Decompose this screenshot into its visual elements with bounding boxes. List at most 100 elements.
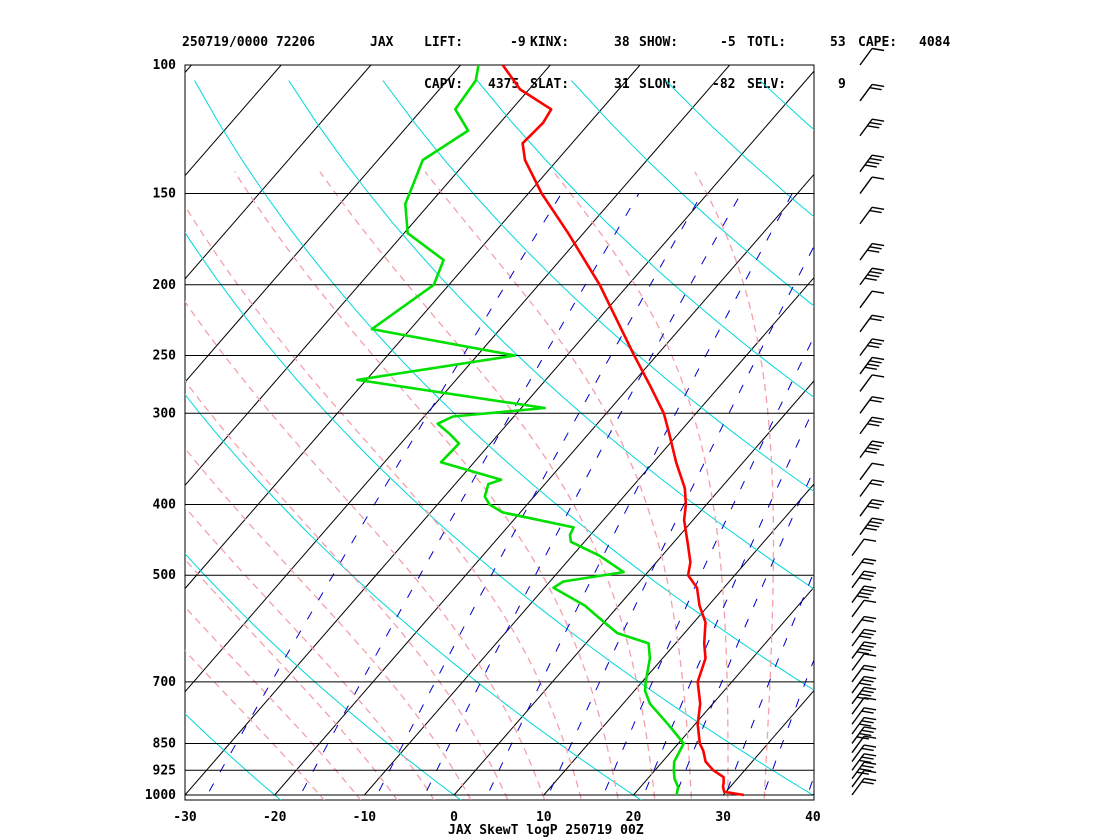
wind-barb-flag [869, 419, 882, 424]
header-field: KINX: [530, 35, 570, 50]
wind-barb-flag [869, 360, 882, 364]
wind-barb-flag [871, 118, 885, 122]
background-lines [185, 65, 814, 800]
wind-barb-flag [871, 267, 885, 271]
wind-barb-flag [863, 735, 877, 739]
temperature-tick-label: 40 [805, 810, 821, 825]
moist-adiabat [185, 379, 509, 800]
wind-barb-flag [861, 781, 874, 785]
wind-barb-flag [864, 450, 877, 454]
wind-barb-flag [863, 761, 877, 765]
wind-barb-flag [861, 668, 874, 672]
dry-adiabat [476, 80, 814, 398]
wind-barb-flag [869, 341, 882, 345]
wind-barb-flag [861, 573, 874, 578]
wind-barb-flag [867, 363, 880, 367]
header-field: SELV: [747, 77, 787, 92]
pressure-axis-labels: 100 150 200 250 300 400 500 700 850 925 1000 [145, 58, 176, 803]
wind-barb-staff [859, 48, 873, 66]
wind-barb-flag [863, 628, 877, 633]
isotherm-line [185, 65, 641, 590]
header-field: 53 [830, 35, 846, 50]
wind-barb-flag [871, 416, 885, 420]
wind-barb-staff [851, 744, 865, 763]
wind-barb-flag [867, 161, 880, 165]
dry-adiabat [382, 80, 814, 493]
wind-barb-flag [863, 777, 877, 782]
wind-barb-flag [869, 246, 882, 250]
wind-barb-staff [851, 697, 865, 715]
wind-barb-flag [863, 753, 877, 757]
wind-barb-staff [859, 338, 873, 356]
isotherm-line [453, 380, 814, 796]
wind-barb-staff [859, 462, 873, 481]
wind-barb-flag [867, 524, 880, 528]
wind-barb-staff [851, 778, 865, 796]
wind-barb-staff [851, 599, 865, 618]
isotherm-line [364, 276, 814, 796]
wind-barb-staff [851, 616, 865, 634]
wind-barb-flag [871, 314, 885, 318]
pressure-tick-label: 150 [153, 187, 177, 202]
isotherm-line [633, 586, 814, 796]
wind-barb-flag [869, 209, 882, 214]
wind-barb-staff [851, 753, 865, 771]
wind-barb-flag [869, 317, 882, 322]
wind-barb-flag [863, 769, 877, 774]
wind-barb-flag [859, 577, 872, 581]
moist-adiabat [185, 649, 325, 800]
wind-barb-flag [867, 344, 880, 349]
temperature-tick-label: 0 [450, 810, 458, 825]
isotherm-line [185, 65, 731, 693]
wind-barb-flag [863, 599, 877, 603]
isotherm-line [274, 173, 814, 796]
pressure-tick-label: 250 [153, 348, 177, 363]
mixing-ratio-line [203, 193, 562, 800]
header-field: 4375 [488, 77, 520, 92]
wind-barb-flag [861, 679, 874, 683]
moist-adiabat [185, 447, 472, 800]
wind-barb-flag [861, 747, 874, 752]
wind-barb-flag [869, 121, 882, 126]
temperature-tick-label: -10 [353, 810, 377, 825]
wind-barb-flag [863, 726, 877, 730]
wind-barb-staff [859, 479, 873, 497]
wind-barb-flag [859, 647, 872, 652]
temperature-tick-label: -30 [173, 810, 197, 825]
wind-barb-flag [859, 635, 872, 639]
dry-adiabat [194, 80, 814, 691]
pressure-tick-label: 700 [153, 675, 177, 690]
wind-barb-flag [871, 356, 885, 361]
temperature-tick-label: 30 [715, 810, 731, 825]
wind-barb-flag [863, 570, 877, 574]
isotherm-line [185, 65, 282, 177]
wind-barb-flag [869, 520, 882, 525]
dry-adiabat [288, 80, 814, 590]
wind-barb-flag [863, 615, 877, 620]
wind-barb-flag [861, 729, 874, 733]
mixing-ratio-line [805, 774, 814, 800]
isotherm-line [812, 792, 814, 796]
wind-barb-flag [871, 374, 885, 378]
moist-adiabat [185, 204, 583, 800]
wind-barb-staff [859, 396, 873, 414]
wind-barb-flag [869, 399, 882, 403]
wind-barb-staff [851, 707, 865, 725]
wind-barb-staff [859, 176, 873, 194]
dry-adiabat [571, 80, 814, 307]
header-field: 38 [614, 35, 630, 50]
wind-barb-flag [863, 653, 877, 657]
wind-barbs [851, 47, 885, 796]
wind-barb-staff [859, 499, 873, 517]
wind-barb-staff [859, 84, 873, 102]
header-field: 250719/0000 72206 [182, 35, 316, 50]
wind-barb-flag [871, 462, 885, 466]
moist-adiabat [185, 558, 399, 800]
wind-barb-staff [851, 538, 865, 557]
isotherm-line [185, 65, 461, 383]
wind-barb-staff [859, 290, 873, 309]
wind-barb-flag [867, 125, 880, 129]
wind-barb-staff [851, 770, 865, 788]
pressure-tick-label: 400 [153, 498, 177, 513]
